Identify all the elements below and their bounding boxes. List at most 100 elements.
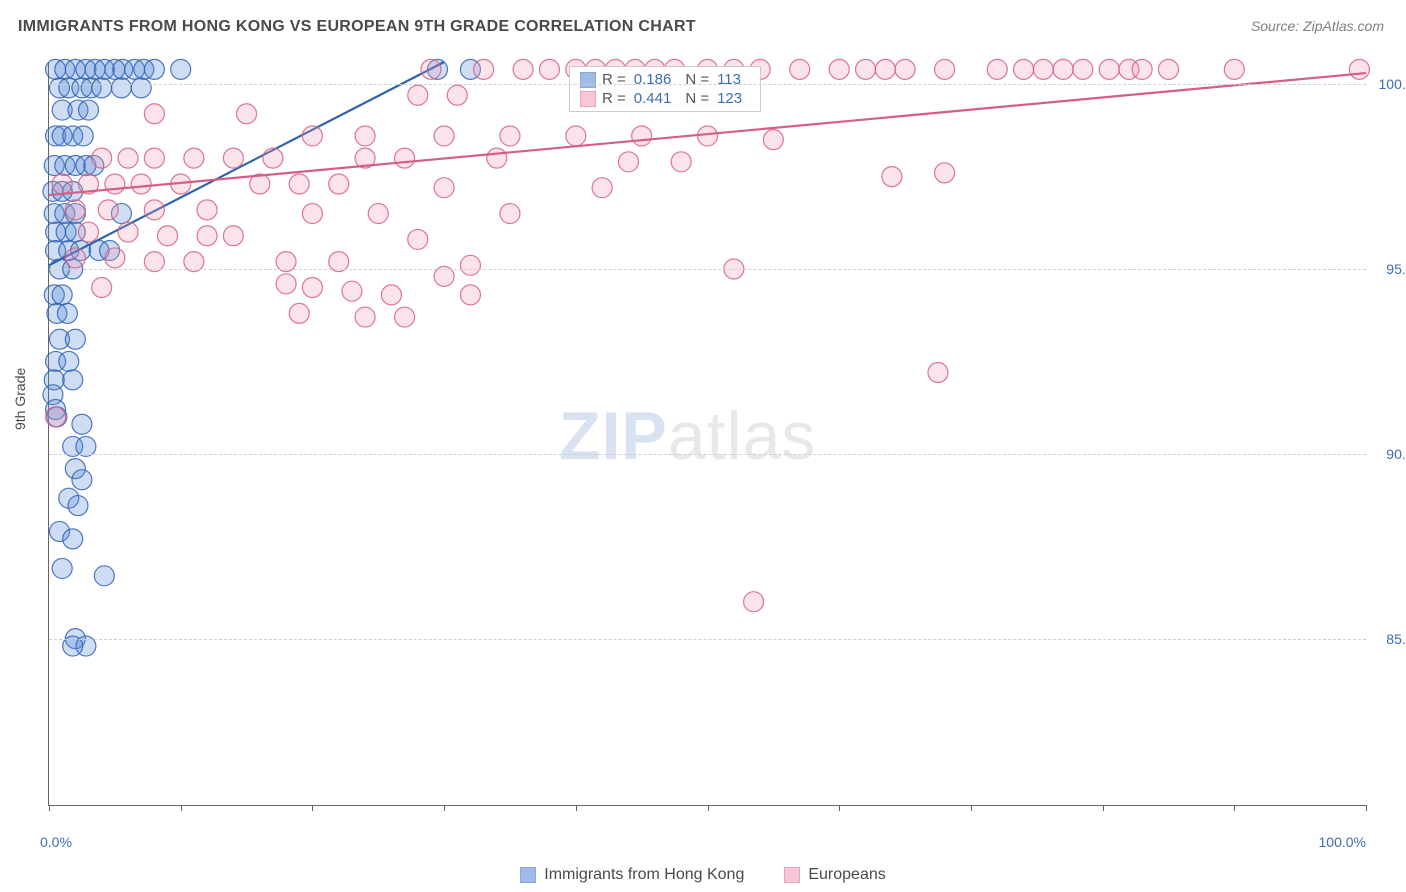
data-point: [500, 204, 520, 224]
data-point: [1158, 59, 1178, 79]
x-tick: [708, 805, 709, 811]
data-point: [1132, 59, 1152, 79]
data-point: [63, 370, 83, 390]
data-point: [223, 226, 243, 246]
data-point: [72, 470, 92, 490]
data-point: [421, 59, 441, 79]
correlation-legend-row-hk: R = 0.186 N = 113: [580, 71, 750, 88]
data-point: [1053, 59, 1073, 79]
r-label: R =: [602, 90, 626, 107]
data-point: [59, 351, 79, 371]
data-point: [197, 200, 217, 220]
data-point: [68, 496, 88, 516]
data-point: [171, 59, 191, 79]
x-tick: [49, 805, 50, 811]
y-tick-label: 95.0%: [1371, 261, 1406, 277]
data-point: [539, 59, 559, 79]
y-tick-label: 90.0%: [1371, 446, 1406, 462]
data-point: [131, 78, 151, 98]
data-point: [513, 59, 533, 79]
x-tick: [1234, 805, 1235, 811]
data-point: [144, 148, 164, 168]
data-point: [935, 59, 955, 79]
gridline: [49, 454, 1366, 455]
x-tick: [971, 805, 972, 811]
data-point: [184, 148, 204, 168]
x-tick: [576, 805, 577, 811]
data-point: [52, 174, 72, 194]
y-tick-label: 85.0%: [1371, 631, 1406, 647]
data-point: [935, 163, 955, 183]
legend-item-hk: Immigrants from Hong Kong: [520, 866, 744, 884]
x-tick: [444, 805, 445, 811]
y-axis-label: 9th Grade: [12, 368, 28, 430]
data-point: [289, 174, 309, 194]
x-tick: [181, 805, 182, 811]
data-point: [289, 303, 309, 323]
data-point: [144, 200, 164, 220]
data-point: [381, 285, 401, 305]
legend-item-eu: Europeans: [784, 866, 885, 884]
data-point: [105, 248, 125, 268]
data-point: [987, 59, 1007, 79]
source-label: Source: ZipAtlas.com: [1251, 18, 1384, 34]
correlation-legend: R = 0.186 N = 113 R = 0.441 N = 123: [569, 66, 761, 112]
data-point: [329, 174, 349, 194]
data-point: [57, 303, 77, 323]
data-point: [1099, 59, 1119, 79]
data-point: [1349, 59, 1369, 79]
data-point: [92, 277, 112, 297]
data-point: [447, 85, 467, 105]
data-point: [460, 285, 480, 305]
data-point: [928, 363, 948, 383]
data-point: [79, 222, 99, 242]
data-point: [79, 100, 99, 120]
chart-plot-area: ZIPatlas R = 0.186 N = 113 R = 0.441 N =…: [48, 62, 1366, 806]
data-point: [223, 148, 243, 168]
data-point: [355, 307, 375, 327]
data-point: [63, 529, 83, 549]
data-point: [395, 307, 415, 327]
data-point: [671, 152, 691, 172]
data-point: [368, 204, 388, 224]
data-point: [105, 174, 125, 194]
gridline: [49, 269, 1366, 270]
data-point: [875, 59, 895, 79]
data-point: [408, 85, 428, 105]
legend-label-eu: Europeans: [808, 866, 885, 884]
x-tick-label-max: 100.0%: [1319, 834, 1366, 850]
x-tick: [839, 805, 840, 811]
data-point: [829, 59, 849, 79]
scatter-svg: [49, 62, 1366, 805]
data-point: [895, 59, 915, 79]
data-point: [118, 148, 138, 168]
y-tick-label: 100.0%: [1371, 76, 1406, 92]
chart-title: IMMIGRANTS FROM HONG KONG VS EUROPEAN 9T…: [18, 18, 696, 36]
data-point: [144, 59, 164, 79]
data-point: [276, 274, 296, 294]
data-point: [395, 148, 415, 168]
data-point: [487, 148, 507, 168]
data-point: [263, 148, 283, 168]
data-point: [72, 414, 92, 434]
data-point: [342, 281, 362, 301]
x-tick: [1366, 805, 1367, 811]
data-point: [197, 226, 217, 246]
data-point: [46, 407, 66, 427]
swatch-eu-icon: [784, 867, 800, 883]
data-point: [1073, 59, 1093, 79]
data-point: [98, 200, 118, 220]
data-point: [434, 126, 454, 146]
data-point: [1224, 59, 1244, 79]
r-value-hk: 0.186: [634, 71, 672, 88]
r-value-eu: 0.441: [634, 90, 672, 107]
gridline: [49, 84, 1366, 85]
legend-label-hk: Immigrants from Hong Kong: [544, 866, 744, 884]
data-point: [65, 248, 85, 268]
data-point: [92, 148, 112, 168]
n-label: N =: [685, 71, 709, 88]
x-tick: [312, 805, 313, 811]
data-point: [592, 178, 612, 198]
swatch-eu: [580, 91, 596, 107]
data-point: [1033, 59, 1053, 79]
